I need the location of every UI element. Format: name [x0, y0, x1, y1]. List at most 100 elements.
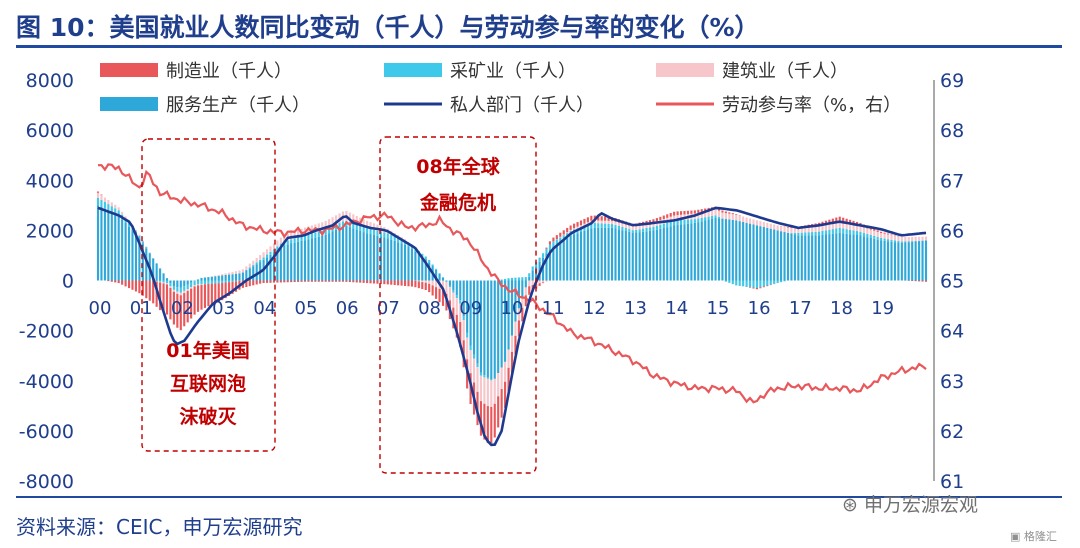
- legend-swatch: [100, 63, 158, 77]
- mining-bar: [914, 240, 917, 242]
- services-bar: [486, 280, 489, 378]
- services-bar: [869, 237, 872, 281]
- services-bar: [814, 235, 817, 281]
- construction-bar: [521, 297, 524, 308]
- construction-bar: [462, 320, 465, 341]
- manufacturing-bar: [107, 280, 110, 282]
- mining-bar: [379, 231, 382, 237]
- x-tick-label: 11: [542, 298, 565, 319]
- services-bar: [797, 235, 800, 281]
- manufacturing-bar: [835, 217, 838, 223]
- mining-bar: [862, 232, 865, 237]
- mining-bar: [521, 277, 524, 281]
- services-bar: [655, 229, 658, 281]
- manufacturing-bar: [824, 220, 828, 225]
- mining-bar: [400, 239, 403, 244]
- manufacturing-bar: [717, 208, 721, 211]
- construction-bar: [821, 225, 824, 231]
- services-bar: [217, 275, 220, 281]
- mining-bar: [624, 228, 627, 232]
- construction-bar: [673, 215, 676, 221]
- construction-bar: [110, 202, 113, 207]
- manufacturing-bar: [207, 283, 210, 307]
- services-bar: [766, 227, 769, 281]
- services-bar: [497, 280, 500, 374]
- construction-bar: [579, 225, 583, 227]
- services-bar: [241, 272, 244, 281]
- mining-bar: [635, 229, 638, 233]
- construction-bar: [531, 280, 534, 285]
- services-bar: [186, 280, 189, 285]
- manufacturing-bar: [293, 280, 296, 283]
- mining-bar: [824, 230, 828, 235]
- manufacturing-bar: [286, 280, 289, 283]
- services-bar: [524, 280, 527, 288]
- construction-bar: [642, 224, 645, 229]
- services-bar: [179, 280, 182, 288]
- construction-bar: [569, 229, 572, 232]
- manufacturing-bar: [317, 280, 320, 282]
- services-bar: [855, 235, 859, 281]
- services-bar: [452, 280, 455, 291]
- construction-bar: [455, 298, 458, 315]
- manufacturing-bar: [314, 280, 317, 282]
- manufacturing-bar: [265, 280, 269, 283]
- manufacturing-bar: [645, 220, 648, 224]
- manufacturing-bar: [545, 247, 548, 249]
- mining-bar: [880, 237, 883, 241]
- x-tick-label: 06: [336, 298, 359, 319]
- mining-bar: [214, 280, 217, 284]
- services-bar: [317, 236, 320, 281]
- construction-bar: [324, 220, 327, 230]
- manufacturing-bar: [221, 282, 224, 301]
- manufacturing-bar: [345, 280, 348, 282]
- mining-bar: [162, 280, 165, 283]
- manufacturing-bar: [521, 307, 524, 322]
- mining-bar: [138, 235, 141, 239]
- mining-bar: [341, 221, 345, 227]
- construction-bar: [259, 255, 262, 260]
- services-bar: [552, 246, 555, 281]
- mining-bar: [904, 241, 907, 243]
- manufacturing-bar: [548, 241, 552, 245]
- construction-bar: [711, 209, 714, 217]
- services-bar: [169, 280, 172, 284]
- services-bar: [276, 249, 279, 281]
- construction-bar: [141, 240, 144, 242]
- mining-bar: [735, 280, 738, 286]
- mining-bar: [545, 248, 548, 254]
- manufacturing-bar: [407, 280, 410, 287]
- left-y-tick-label: 6000: [26, 120, 74, 142]
- services-bar: [352, 228, 355, 281]
- left-y-tick-label: -4000: [19, 371, 74, 393]
- services-bar: [824, 234, 828, 281]
- left-y-tick-label: 4000: [26, 170, 74, 192]
- mining-bar: [172, 286, 175, 290]
- manufacturing-bar: [331, 280, 334, 282]
- services-bar: [755, 225, 759, 281]
- mining-bar: [314, 232, 317, 238]
- services-bar: [721, 218, 724, 281]
- manufacturing-bar: [376, 280, 379, 284]
- mining-bar: [255, 262, 258, 265]
- mining-bar: [245, 269, 248, 271]
- services-bar: [124, 223, 127, 281]
- services-bar: [476, 280, 479, 364]
- mining-bar: [317, 231, 320, 237]
- mining-bar: [224, 280, 227, 283]
- manufacturing-bar: [196, 285, 200, 312]
- mining-bar: [559, 237, 562, 243]
- mining-bar: [745, 280, 748, 287]
- manufacturing-bar: [762, 286, 765, 288]
- construction-bar: [541, 280, 545, 283]
- construction-bar: [724, 213, 727, 220]
- mining-bar: [907, 241, 910, 243]
- mining-bar: [524, 277, 527, 281]
- services-bar: [293, 242, 296, 281]
- manufacturing-bar: [573, 223, 576, 229]
- manufacturing-bar: [172, 291, 175, 325]
- legend-label: 采矿业（千人）: [450, 61, 576, 82]
- mining-bar: [169, 283, 172, 287]
- services-bar: [886, 241, 890, 281]
